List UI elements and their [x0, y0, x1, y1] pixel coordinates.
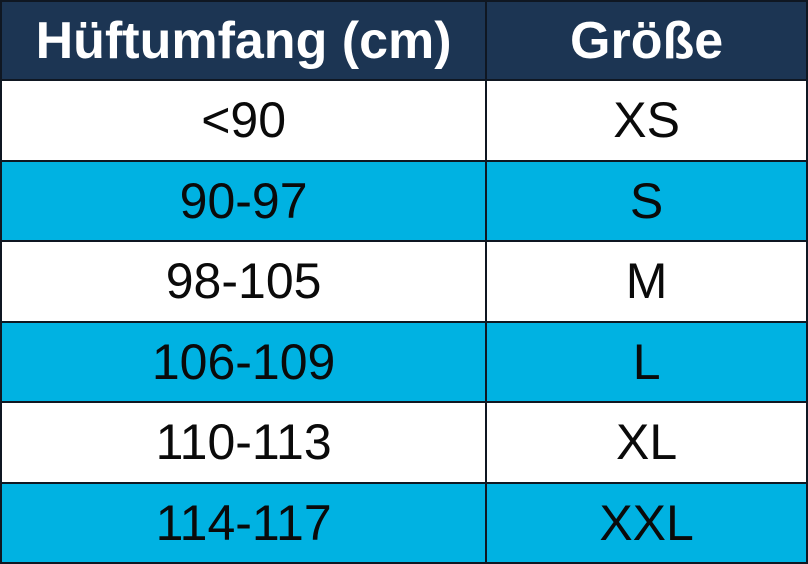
header-size: Größe — [485, 2, 806, 79]
hip-range-cell: 110-113 — [2, 401, 486, 482]
header-hip-circumference: Hüftumfang (cm) — [2, 2, 486, 79]
size-cell: XS — [485, 79, 806, 160]
hip-range-cell: 106-109 — [2, 320, 486, 401]
hip-range-cell: 114-117 — [2, 481, 486, 562]
size-cell: XL — [485, 401, 806, 482]
hip-range-cell: 98-105 — [2, 240, 486, 321]
hip-range-cell: 90-97 — [2, 159, 486, 240]
size-cell: S — [485, 159, 806, 240]
hip-range-cell: <90 — [2, 79, 486, 160]
size-cell: XXL — [485, 481, 806, 562]
size-cell: M — [485, 240, 806, 321]
size-cell: L — [485, 320, 806, 401]
